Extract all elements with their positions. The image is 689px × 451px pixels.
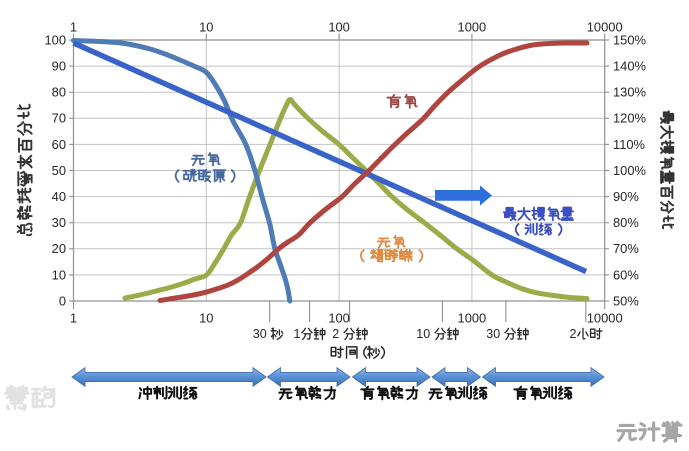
svg-text:100: 100 <box>44 32 66 47</box>
svg-text:1000: 1000 <box>458 20 487 35</box>
svg-text:10: 10 <box>199 311 213 326</box>
svg-text:90%: 90% <box>613 189 639 204</box>
svg-text:10: 10 <box>199 20 213 35</box>
svg-text:2: 2 <box>332 327 339 341</box>
svg-text:60%: 60% <box>613 267 639 282</box>
svg-text:1: 1 <box>294 327 301 341</box>
svg-text:130%: 130% <box>613 85 646 100</box>
svg-text:1: 1 <box>70 311 77 326</box>
svg-text:1000: 1000 <box>458 311 487 326</box>
svg-text:50%: 50% <box>613 293 639 308</box>
svg-text:30: 30 <box>52 215 66 230</box>
svg-text:30: 30 <box>253 327 267 341</box>
svg-text:10: 10 <box>416 327 430 341</box>
svg-text:10000: 10000 <box>587 311 623 326</box>
svg-text:100: 100 <box>328 311 350 326</box>
svg-text:50: 50 <box>52 163 66 178</box>
svg-text:140%: 140% <box>613 59 646 74</box>
svg-text:80%: 80% <box>613 215 639 230</box>
svg-text:10: 10 <box>52 267 66 282</box>
svg-text:100%: 100% <box>613 163 646 178</box>
svg-text:60: 60 <box>52 137 66 152</box>
svg-text:100: 100 <box>328 20 350 35</box>
svg-text:120%: 120% <box>613 111 646 126</box>
svg-text:2: 2 <box>570 327 577 341</box>
svg-text:110%: 110% <box>613 137 645 152</box>
svg-text:90: 90 <box>52 59 66 74</box>
svg-text:20: 20 <box>52 241 66 256</box>
svg-text:0: 0 <box>59 293 66 308</box>
svg-text:150%: 150% <box>613 32 646 47</box>
svg-text:30: 30 <box>486 327 500 341</box>
svg-text:1: 1 <box>70 20 77 35</box>
svg-text:10000: 10000 <box>587 20 623 35</box>
svg-text:70%: 70% <box>613 241 639 256</box>
svg-text:70: 70 <box>52 111 66 126</box>
svg-text:80: 80 <box>52 85 66 100</box>
svg-text:40: 40 <box>52 189 66 204</box>
